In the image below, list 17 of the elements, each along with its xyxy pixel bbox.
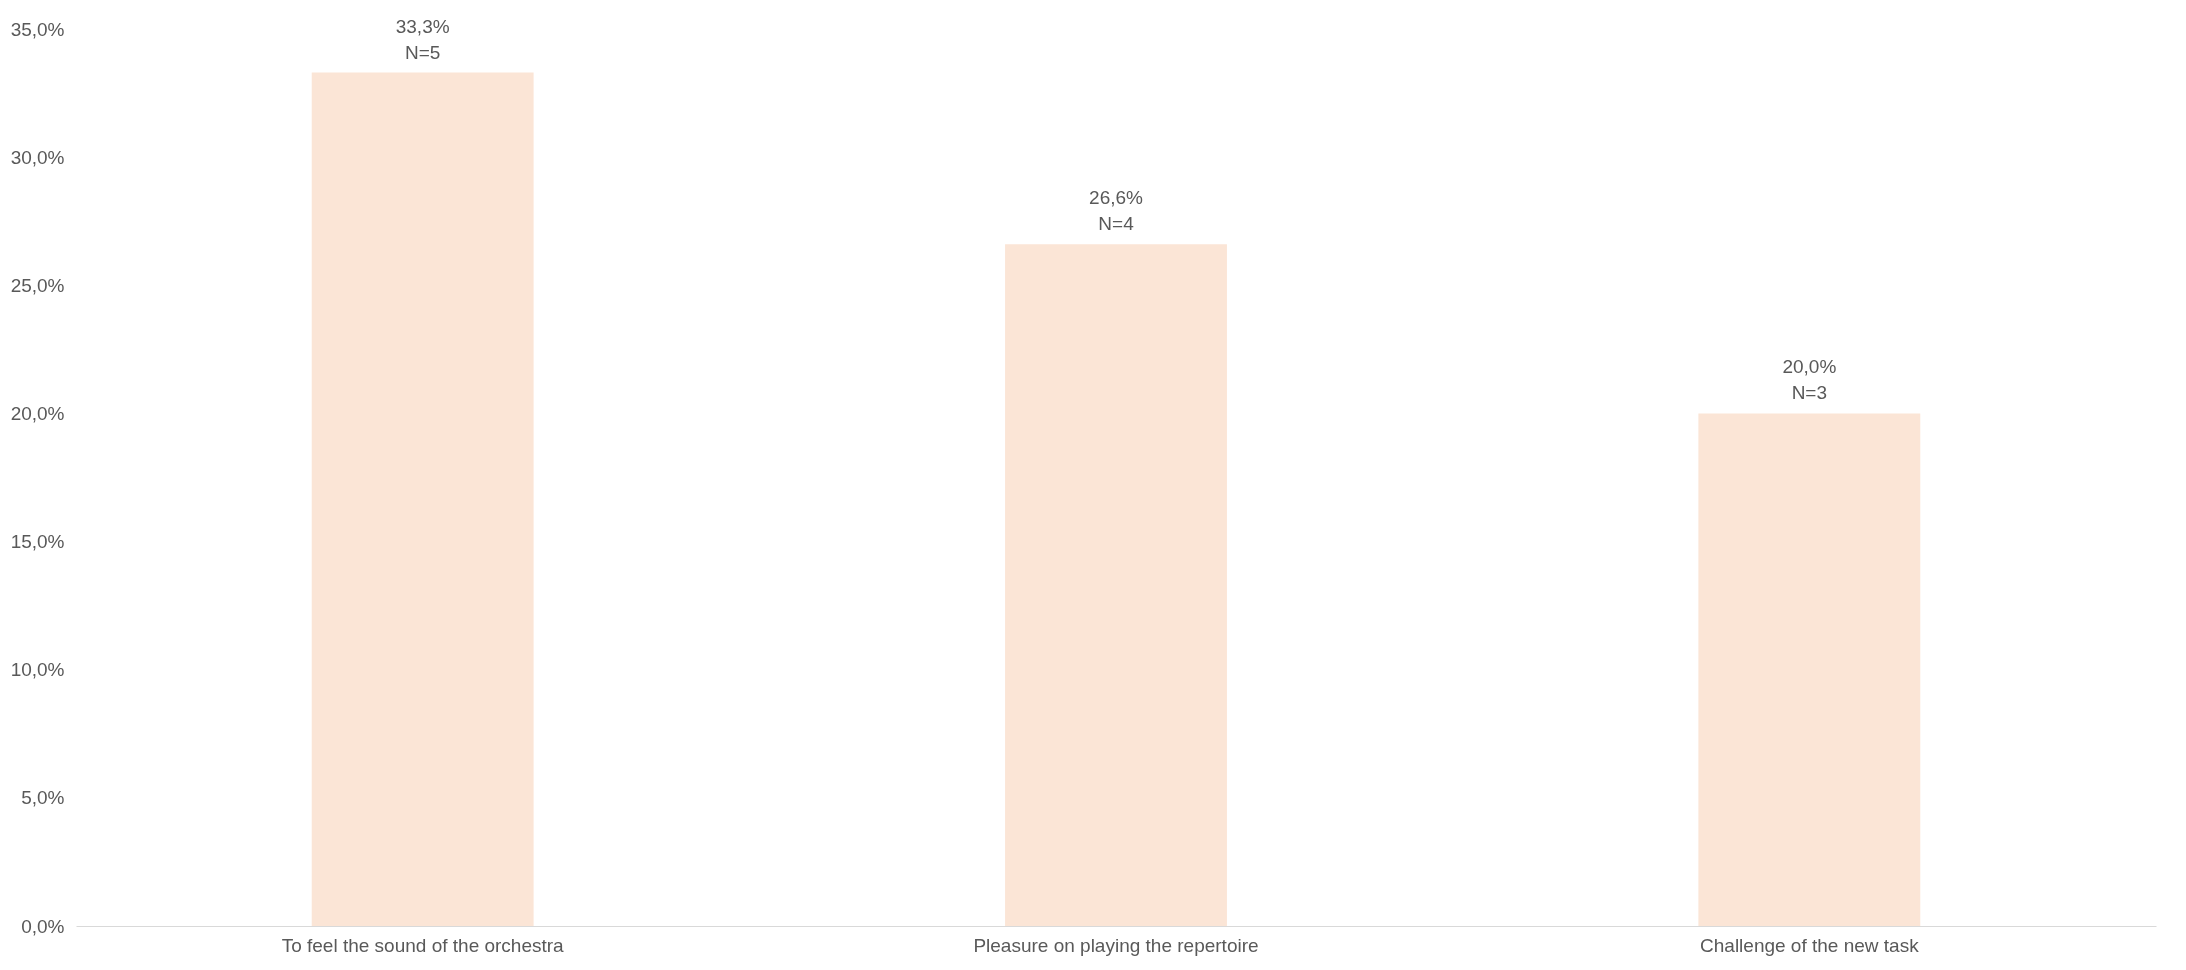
data-label: 26,6% N=4 [1089, 187, 1144, 235]
x-tick-label: Challenge of the new task [1700, 934, 1920, 956]
y-tick-label: 5,0% [21, 787, 65, 809]
bar [1698, 413, 1921, 926]
y-tick-label: 0,0% [21, 915, 65, 937]
data-label: 20,0% N=3 [1782, 356, 1837, 404]
bar [1005, 244, 1227, 926]
data-label: 33,3% N=5 [395, 15, 450, 63]
x-tick-label: To feel the sound of the orchestra [281, 934, 565, 956]
y-tick-label: 20,0% [10, 402, 65, 424]
y-tick-label: 10,0% [10, 659, 65, 681]
y-tick-label: 35,0% [10, 18, 65, 40]
y-tick-label: 15,0% [10, 531, 65, 553]
bar [311, 72, 534, 926]
y-tick-label: 30,0% [10, 146, 65, 168]
y-tick-label: 25,0% [10, 274, 65, 296]
x-tick-label: Pleasure on playing the repertoire [973, 934, 1259, 956]
